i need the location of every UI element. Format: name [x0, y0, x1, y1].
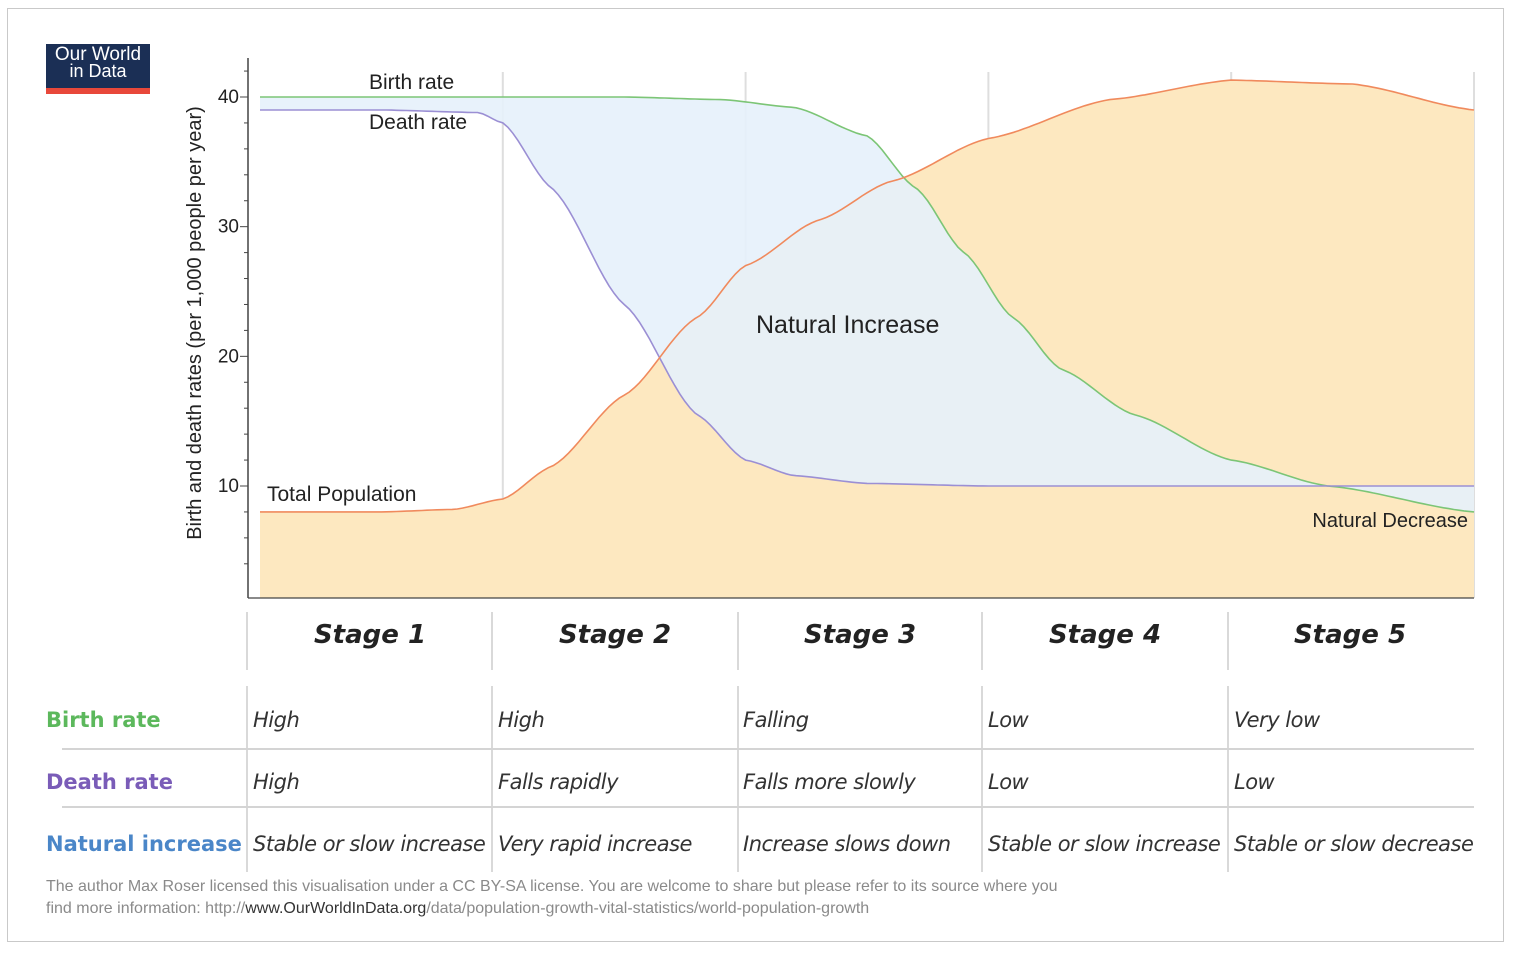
stage-header-4: Stage 4: [1048, 620, 1162, 650]
row-label-natural-increase: Natural increase: [46, 832, 242, 856]
table-cell: Stable or slow increase: [253, 832, 486, 856]
credit-line-2: find more information: http://www.OurWor…: [46, 898, 1246, 920]
total-population-line: [260, 79, 1475, 513]
table-cell: Low: [988, 708, 1029, 732]
header-divider: [246, 612, 248, 670]
y-axis-label: Birth and death rates (per 1,000 people …: [184, 106, 206, 540]
natural-decrease-annotation: Natural Decrease: [1312, 510, 1468, 532]
y-axis: 10 20 30 40: [218, 58, 1474, 599]
logo-line-1: Our World: [54, 44, 142, 65]
table-divider: [246, 686, 248, 872]
header-divider: [1227, 612, 1229, 670]
table-row-divider: [62, 748, 1474, 750]
header-divider: [491, 612, 493, 670]
header-divider: [981, 612, 983, 670]
figure-frame: [7, 8, 1504, 942]
row-label-birth-rate: Birth rate: [46, 708, 161, 732]
death-rate-line: [260, 109, 1474, 487]
y-tick-label: 10: [218, 476, 239, 497]
source-link[interactable]: www.OurWorldInData.org: [245, 900, 427, 917]
table-divider: [981, 686, 983, 872]
table-divider: [737, 686, 739, 872]
credit-line-1: The author Max Roser licensed this visua…: [46, 878, 1058, 895]
birth-rate-line: [260, 96, 1475, 513]
birth-rate-annotation: Birth rate: [369, 71, 454, 94]
death-rate-annotation: Death rate: [369, 111, 467, 134]
stage-header-1: Stage 1: [313, 620, 427, 650]
stage-header-5: Stage 5: [1293, 620, 1407, 650]
y-tick-label: 20: [218, 346, 239, 367]
table-cell: High: [253, 770, 300, 794]
license-credit: The author Max Roser licensed this visua…: [46, 876, 1246, 920]
y-tick-label: 30: [218, 217, 239, 238]
table-row-divider: [62, 806, 1474, 808]
table-cell: Stable or slow increase: [988, 832, 1221, 856]
table-cell: High: [498, 708, 545, 732]
header-divider: [737, 612, 739, 670]
natural-increase-annotation: Natural Increase: [756, 311, 939, 339]
table-cell: Falls rapidly: [498, 770, 619, 794]
table-cell: High: [253, 708, 300, 732]
table-cell: Very rapid increase: [498, 832, 692, 856]
table-cell: Falls more slowly: [743, 770, 916, 794]
credit-prefix: find more information: http://: [46, 900, 246, 917]
table-divider: [491, 686, 493, 872]
credit-path: /data/population-growth-vital-statistics…: [426, 900, 870, 917]
row-label-death-rate: Death rate: [46, 770, 173, 794]
table-cell: Low: [1234, 770, 1275, 794]
y-tick-label: 40: [218, 87, 239, 108]
stage-header-3: Stage 3: [803, 620, 917, 650]
our-world-in-data-logo[interactable]: Our World in Data: [46, 44, 150, 94]
table-cell: Very low: [1234, 708, 1320, 732]
table-cell: Stable or slow decrease: [1234, 832, 1474, 856]
table-cell: Low: [988, 770, 1029, 794]
table-cell: Falling: [743, 708, 809, 732]
stage-header-2: Stage 2: [558, 620, 672, 650]
table-divider: [1227, 686, 1229, 872]
logo-line-2: in Data: [69, 61, 127, 81]
total-population-annotation: Total Population: [267, 483, 416, 506]
table-cell: Increase slows down: [743, 832, 951, 856]
